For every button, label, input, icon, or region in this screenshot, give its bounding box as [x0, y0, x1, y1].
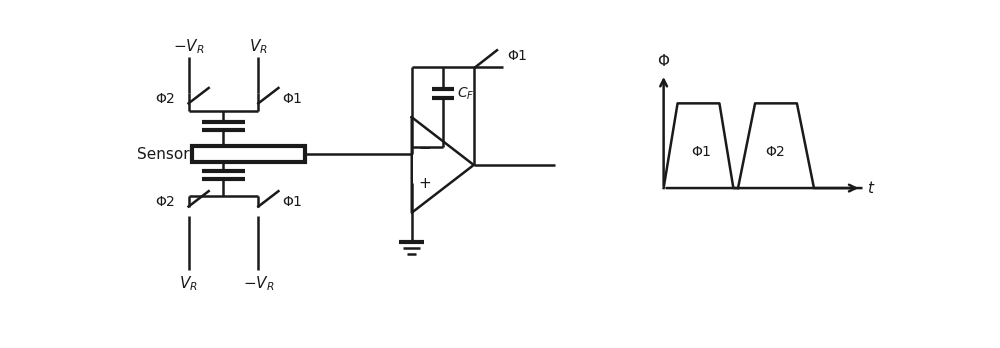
Text: $\Phi1$: $\Phi1$ [507, 49, 528, 63]
Text: Sensor: Sensor [137, 147, 190, 162]
Text: $C_F$: $C_F$ [457, 85, 474, 102]
Text: $\Phi2$: $\Phi2$ [765, 145, 785, 159]
Text: $\Phi2$: $\Phi2$ [155, 195, 175, 209]
Text: $\Phi1$: $\Phi1$ [691, 145, 711, 159]
Text: $V_R$: $V_R$ [179, 274, 198, 293]
Bar [192, 147, 305, 162]
Text: $\Phi1$: $\Phi1$ [282, 195, 302, 209]
Text: $V_R$: $V_R$ [249, 37, 268, 56]
Text: $+$: $+$ [418, 176, 431, 191]
Text: $\Phi1$: $\Phi1$ [282, 92, 302, 106]
Text: $-V_R$: $-V_R$ [173, 37, 204, 56]
Text: $\Phi2$: $\Phi2$ [155, 92, 175, 106]
Text: $-V_R$: $-V_R$ [243, 274, 274, 293]
Text: $\Phi$: $\Phi$ [657, 54, 670, 70]
Text: $-$: $-$ [418, 139, 431, 154]
Text: $t$: $t$ [867, 180, 875, 196]
